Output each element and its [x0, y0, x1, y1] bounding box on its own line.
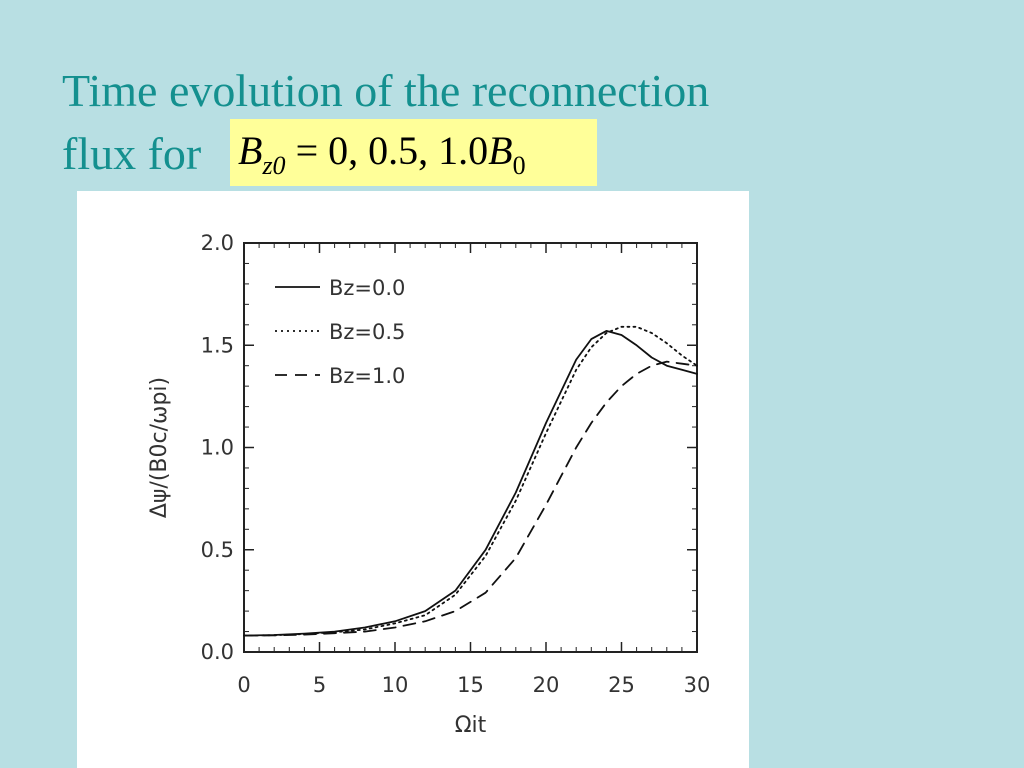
legend-label-2: Bz=1.0 [329, 364, 405, 388]
series-layer [243, 325, 698, 637]
legend: Bz=0.0 Bz=0.5 Bz=1.0 [275, 276, 405, 388]
x-tick-label: 30 [684, 673, 711, 697]
formula-symbol: B [238, 128, 263, 173]
series-line-2 [243, 360, 698, 637]
x-tick-label: 0 [237, 673, 250, 697]
x-axis-label: Ωit [455, 713, 487, 738]
x-tick-label: 10 [382, 673, 409, 697]
series-line-0 [243, 330, 698, 637]
y-tick-label: 2.0 [201, 231, 234, 255]
formula-values: = 0, 0.5, 1.0 [285, 128, 489, 173]
legend-label-0: Bz=0.0 [329, 276, 405, 300]
x-tick-label: 20 [533, 673, 560, 697]
slide-title-line-1: Time evolution of the reconnection [62, 65, 710, 116]
formula-symbol-2: B [488, 128, 513, 173]
line-chart: 0 5 10 15 20 25 30 0.0 0.5 1.0 1.5 2.0 Ωit Δψ/(B0c/ωp… [147, 231, 710, 738]
y-tick-label: 0.0 [201, 640, 234, 664]
y-tick-label: 1.0 [201, 436, 234, 460]
legend-label-1: Bz=0.5 [329, 320, 405, 344]
formula-subscript-2: 0 [512, 151, 526, 180]
x-tick-label: 15 [457, 673, 484, 697]
formula-subscript: z0 [262, 151, 286, 180]
y-tick-label: 0.5 [201, 538, 234, 562]
y-tick-label: 1.5 [201, 333, 234, 357]
formula-highlight: Bz0 = 0, 0.5, 1.0B0 [230, 119, 597, 186]
slide-title-line-2: flux for [62, 128, 202, 179]
y-axis-label: Δψ/(B0c/ωpi) [147, 377, 172, 518]
plot-frame [243, 242, 698, 653]
x-tick-label: 5 [313, 673, 326, 697]
x-tick-label: 25 [608, 673, 635, 697]
plot-panel: 0 5 10 15 20 25 30 0.0 0.5 1.0 1.5 2.0 Ωit Δψ/(B0c/ωp… [77, 191, 749, 768]
series-line-1 [243, 325, 698, 637]
formula: Bz0 = 0, 0.5, 1.0B0 [238, 127, 526, 181]
axes: 0 5 10 15 20 25 30 0.0 0.5 1.0 1.5 2.0 Ωit Δψ/(B0c/ωp… [147, 231, 710, 738]
